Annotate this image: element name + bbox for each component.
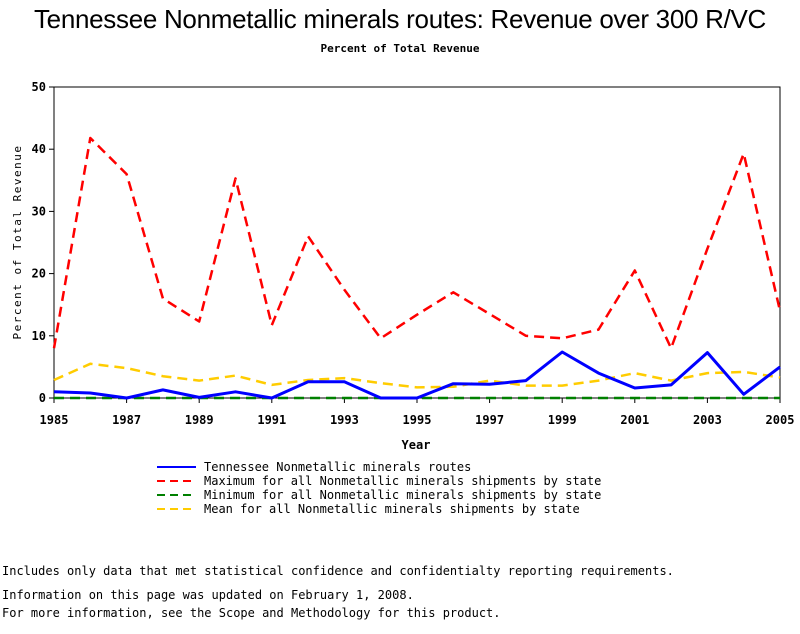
x-tick-label: 2003 — [693, 413, 722, 427]
x-tick-label: 1987 — [112, 413, 141, 427]
legend-label: Mean for all Nonmetallic minerals shipme… — [204, 502, 580, 516]
x-tick-label: 1989 — [185, 413, 214, 427]
x-tick-label: 1993 — [330, 413, 359, 427]
legend-label: Tennessee Nonmetallic minerals routes — [204, 460, 471, 474]
y-tick-label: 30 — [32, 204, 46, 218]
series-line-0 — [53, 350, 781, 400]
footnotes: Includes only data that met statistical … — [2, 536, 798, 634]
legend-label: Minimum for all Nonmetallic minerals shi… — [204, 488, 601, 502]
y-tick-label: 10 — [32, 329, 46, 343]
chart-subtitle: Percent of Total Revenue — [320, 42, 480, 55]
footnote-line: Includes only data that met statistical … — [2, 564, 674, 578]
y-axis-label: Percent of Total Revenue — [11, 145, 24, 340]
y-tick-label: 50 — [32, 80, 46, 94]
x-tick-label: 1999 — [548, 413, 577, 427]
x-tick-label: 2001 — [620, 413, 649, 427]
x-axis-label: Year — [402, 438, 431, 452]
legend-label: Maximum for all Nonmetallic minerals shi… — [204, 474, 601, 488]
chart-title: Tennessee Nonmetallic minerals routes: R… — [33, 4, 767, 34]
y-tick-label: 20 — [32, 267, 46, 281]
x-tick-label: 1985 — [40, 413, 69, 427]
plot-area — [53, 86, 781, 399]
line-chart: 0 10 20 30 40 50 1985 1987 1989 1991 1993 1995 1997… — [11, 80, 795, 516]
x-tick-label: 2005 — [766, 413, 795, 427]
x-tick-label: 1997 — [475, 413, 504, 427]
updated-note: Information on this page was updated on … — [2, 588, 414, 602]
x-tick-label: 1991 — [257, 413, 286, 427]
footnote-line: For more information, see the Scope and … — [2, 606, 501, 620]
y-tick-label: 40 — [32, 142, 46, 156]
y-tick-label: 0 — [39, 391, 46, 405]
x-tick-label: 1995 — [403, 413, 432, 427]
legend: Tennessee Nonmetallic minerals routesMax… — [157, 460, 601, 516]
series-line-1 — [52, 136, 782, 350]
series-line-3 — [53, 362, 781, 389]
